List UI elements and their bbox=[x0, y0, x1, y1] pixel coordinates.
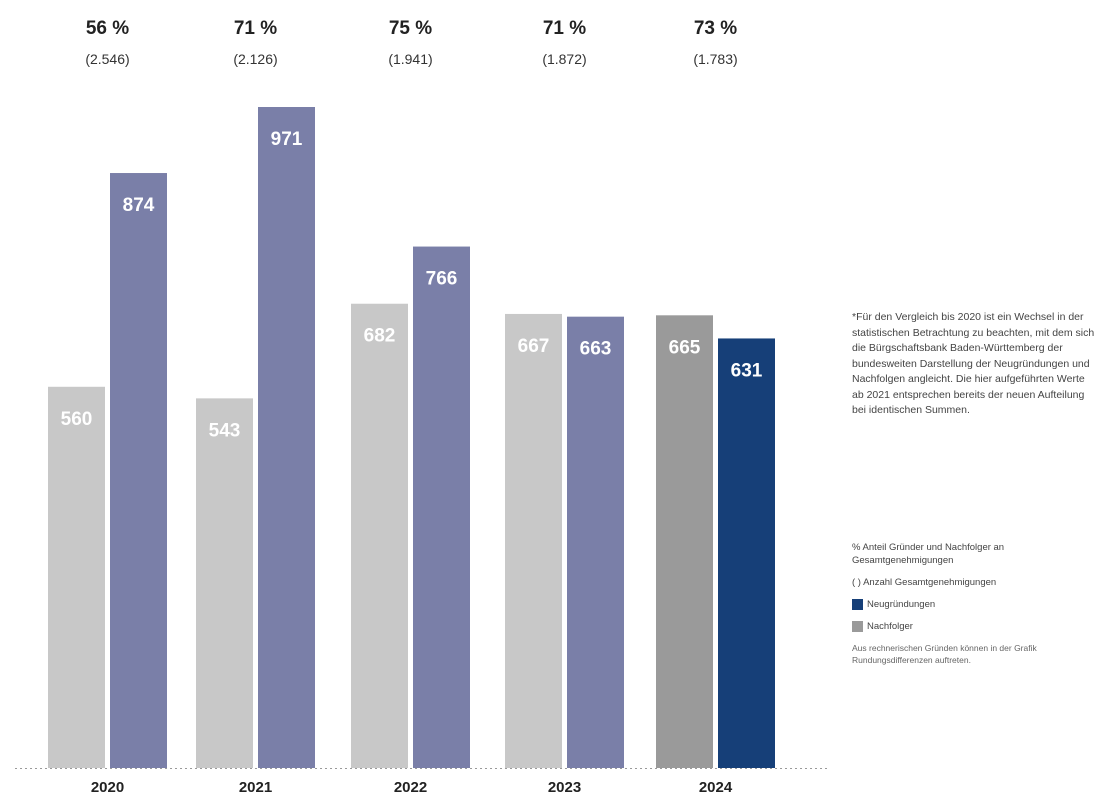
bar-nachfolger-2023 bbox=[505, 313, 562, 768]
data-label: 971 bbox=[271, 129, 303, 150]
rounding-note: Aus rechnerischen Gründen können in der … bbox=[852, 643, 1037, 665]
data-label: 665 bbox=[669, 337, 701, 358]
total-label: (1.941) bbox=[388, 51, 432, 67]
footnote-text: *Für den Vergleich bis 2020 ist ein Wech… bbox=[852, 311, 1095, 416]
bar-nachfolger-2020 bbox=[48, 386, 105, 768]
legend-label-nachfolger: Nachfolger bbox=[867, 621, 913, 632]
data-label: 543 bbox=[209, 420, 241, 441]
data-label: 766 bbox=[426, 269, 458, 290]
share-label: 71 % bbox=[234, 18, 277, 39]
legend-swatch-nachfolger bbox=[852, 621, 863, 632]
x-tick-label: 2023 bbox=[548, 779, 581, 796]
bar-chart: 560 874 2020 56 % (2.546) 543 971 2021 71 % (2.12… bbox=[15, 18, 830, 796]
data-label: 631 bbox=[731, 360, 763, 381]
total-label: (2.546) bbox=[85, 51, 129, 67]
x-tick-label: 2024 bbox=[699, 779, 733, 796]
bar-nachfolger-2021 bbox=[196, 398, 253, 768]
data-label: 667 bbox=[518, 336, 550, 357]
legend-label-neugruendungen: Neugründungen bbox=[867, 599, 936, 610]
x-tick-label: 2022 bbox=[394, 779, 427, 796]
bar-neugruendungen-2021 bbox=[258, 107, 315, 768]
share-label: 71 % bbox=[543, 18, 586, 39]
legend-swatch-neugruendungen bbox=[852, 599, 863, 610]
share-label: 73 % bbox=[694, 18, 737, 39]
legend-count-label: ( ) Anzahl Gesamtgenehmigungen bbox=[852, 577, 997, 588]
legend: % Anteil Gründer und Nachfolger an Gesam… bbox=[852, 541, 1097, 666]
bar-neugruendungen-2023 bbox=[567, 316, 624, 768]
bar-nachfolger-2022 bbox=[351, 303, 408, 768]
data-label: 560 bbox=[61, 409, 93, 430]
legend-share-label: % Anteil Gründer und Nachfolger an Gesam… bbox=[852, 542, 1005, 566]
legend-item-neugruendungen: Neugründungen bbox=[852, 598, 1097, 611]
bar-neugruendungen-2020 bbox=[110, 173, 167, 768]
data-label: 663 bbox=[580, 339, 612, 360]
bar-neugruendungen-2022 bbox=[413, 246, 470, 768]
x-tick-label: 2021 bbox=[239, 779, 272, 796]
data-label: 874 bbox=[123, 195, 155, 216]
data-label: 682 bbox=[364, 326, 396, 347]
total-label: (1.783) bbox=[693, 51, 737, 67]
bar-neugruendungen-2024 bbox=[718, 338, 775, 768]
share-label: 75 % bbox=[389, 18, 432, 39]
total-label: (2.126) bbox=[233, 51, 277, 67]
legend-item-nachfolger: Nachfolger bbox=[852, 620, 1097, 633]
bar-nachfolger-2024 bbox=[656, 315, 713, 768]
share-label: 56 % bbox=[86, 18, 129, 39]
total-label: (1.872) bbox=[542, 51, 586, 67]
x-tick-label: 2020 bbox=[91, 779, 124, 796]
